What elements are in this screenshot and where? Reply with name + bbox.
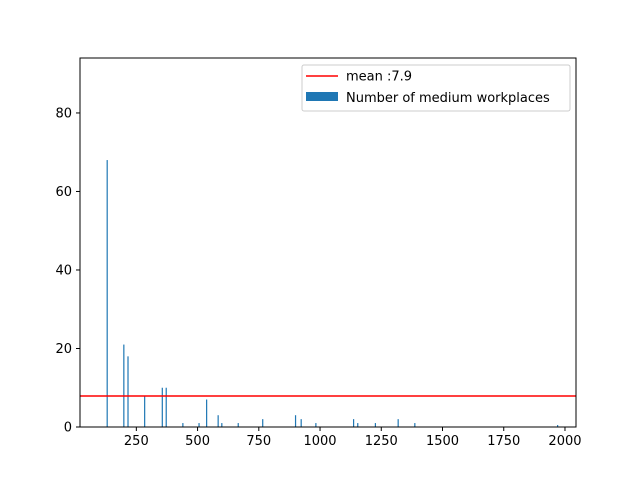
x-tick-label: 1750 — [487, 434, 520, 449]
bar — [353, 419, 355, 427]
x-tick-label: 500 — [185, 434, 210, 449]
x-tick-label: 750 — [246, 434, 271, 449]
legend-mean-label: mean :7.9 — [346, 70, 412, 85]
bar — [374, 423, 376, 427]
plot-frame — [79, 57, 577, 428]
bar — [262, 419, 264, 427]
bar — [182, 423, 184, 427]
bar — [397, 419, 399, 427]
bar — [300, 419, 302, 427]
bar — [294, 415, 297, 427]
x-tick-label: 1250 — [365, 434, 398, 449]
y-tick-label: 40 — [55, 263, 72, 278]
bars-group — [106, 160, 559, 427]
bar — [414, 423, 416, 427]
legend-box — [301, 64, 571, 112]
y-axis: 0 20 40 60 80 — [55, 106, 80, 436]
bar — [315, 423, 317, 427]
bar — [221, 423, 223, 427]
y-tick-label: 20 — [55, 342, 72, 357]
bar — [106, 160, 108, 427]
x-tick-label: 1000 — [303, 434, 336, 449]
bar — [165, 387, 167, 427]
x-tick-label: 1500 — [426, 434, 459, 449]
x-tick-label: 250 — [124, 434, 149, 449]
bar — [206, 399, 208, 427]
bar — [123, 344, 125, 427]
bar — [198, 423, 200, 427]
bar — [237, 423, 239, 427]
bar — [144, 395, 146, 427]
bar — [357, 423, 359, 427]
y-tick-label: 0 — [64, 421, 72, 436]
legend-series-label: Number of medium workplaces — [346, 91, 550, 106]
x-tick-label: 2000 — [548, 434, 581, 449]
bar — [217, 415, 219, 427]
legend-bar-swatch — [306, 92, 338, 101]
plot-background — [80, 58, 576, 427]
legend: mean :7.9 Number of medium workplaces — [301, 64, 571, 112]
bar — [557, 425, 559, 427]
y-tick-label: 80 — [55, 106, 72, 121]
y-tick-label: 60 — [55, 185, 72, 200]
bar — [127, 356, 129, 427]
bar — [161, 387, 163, 427]
x-axis: 250 500 750 1000 1250 1500 1750 2000 — [124, 427, 582, 449]
